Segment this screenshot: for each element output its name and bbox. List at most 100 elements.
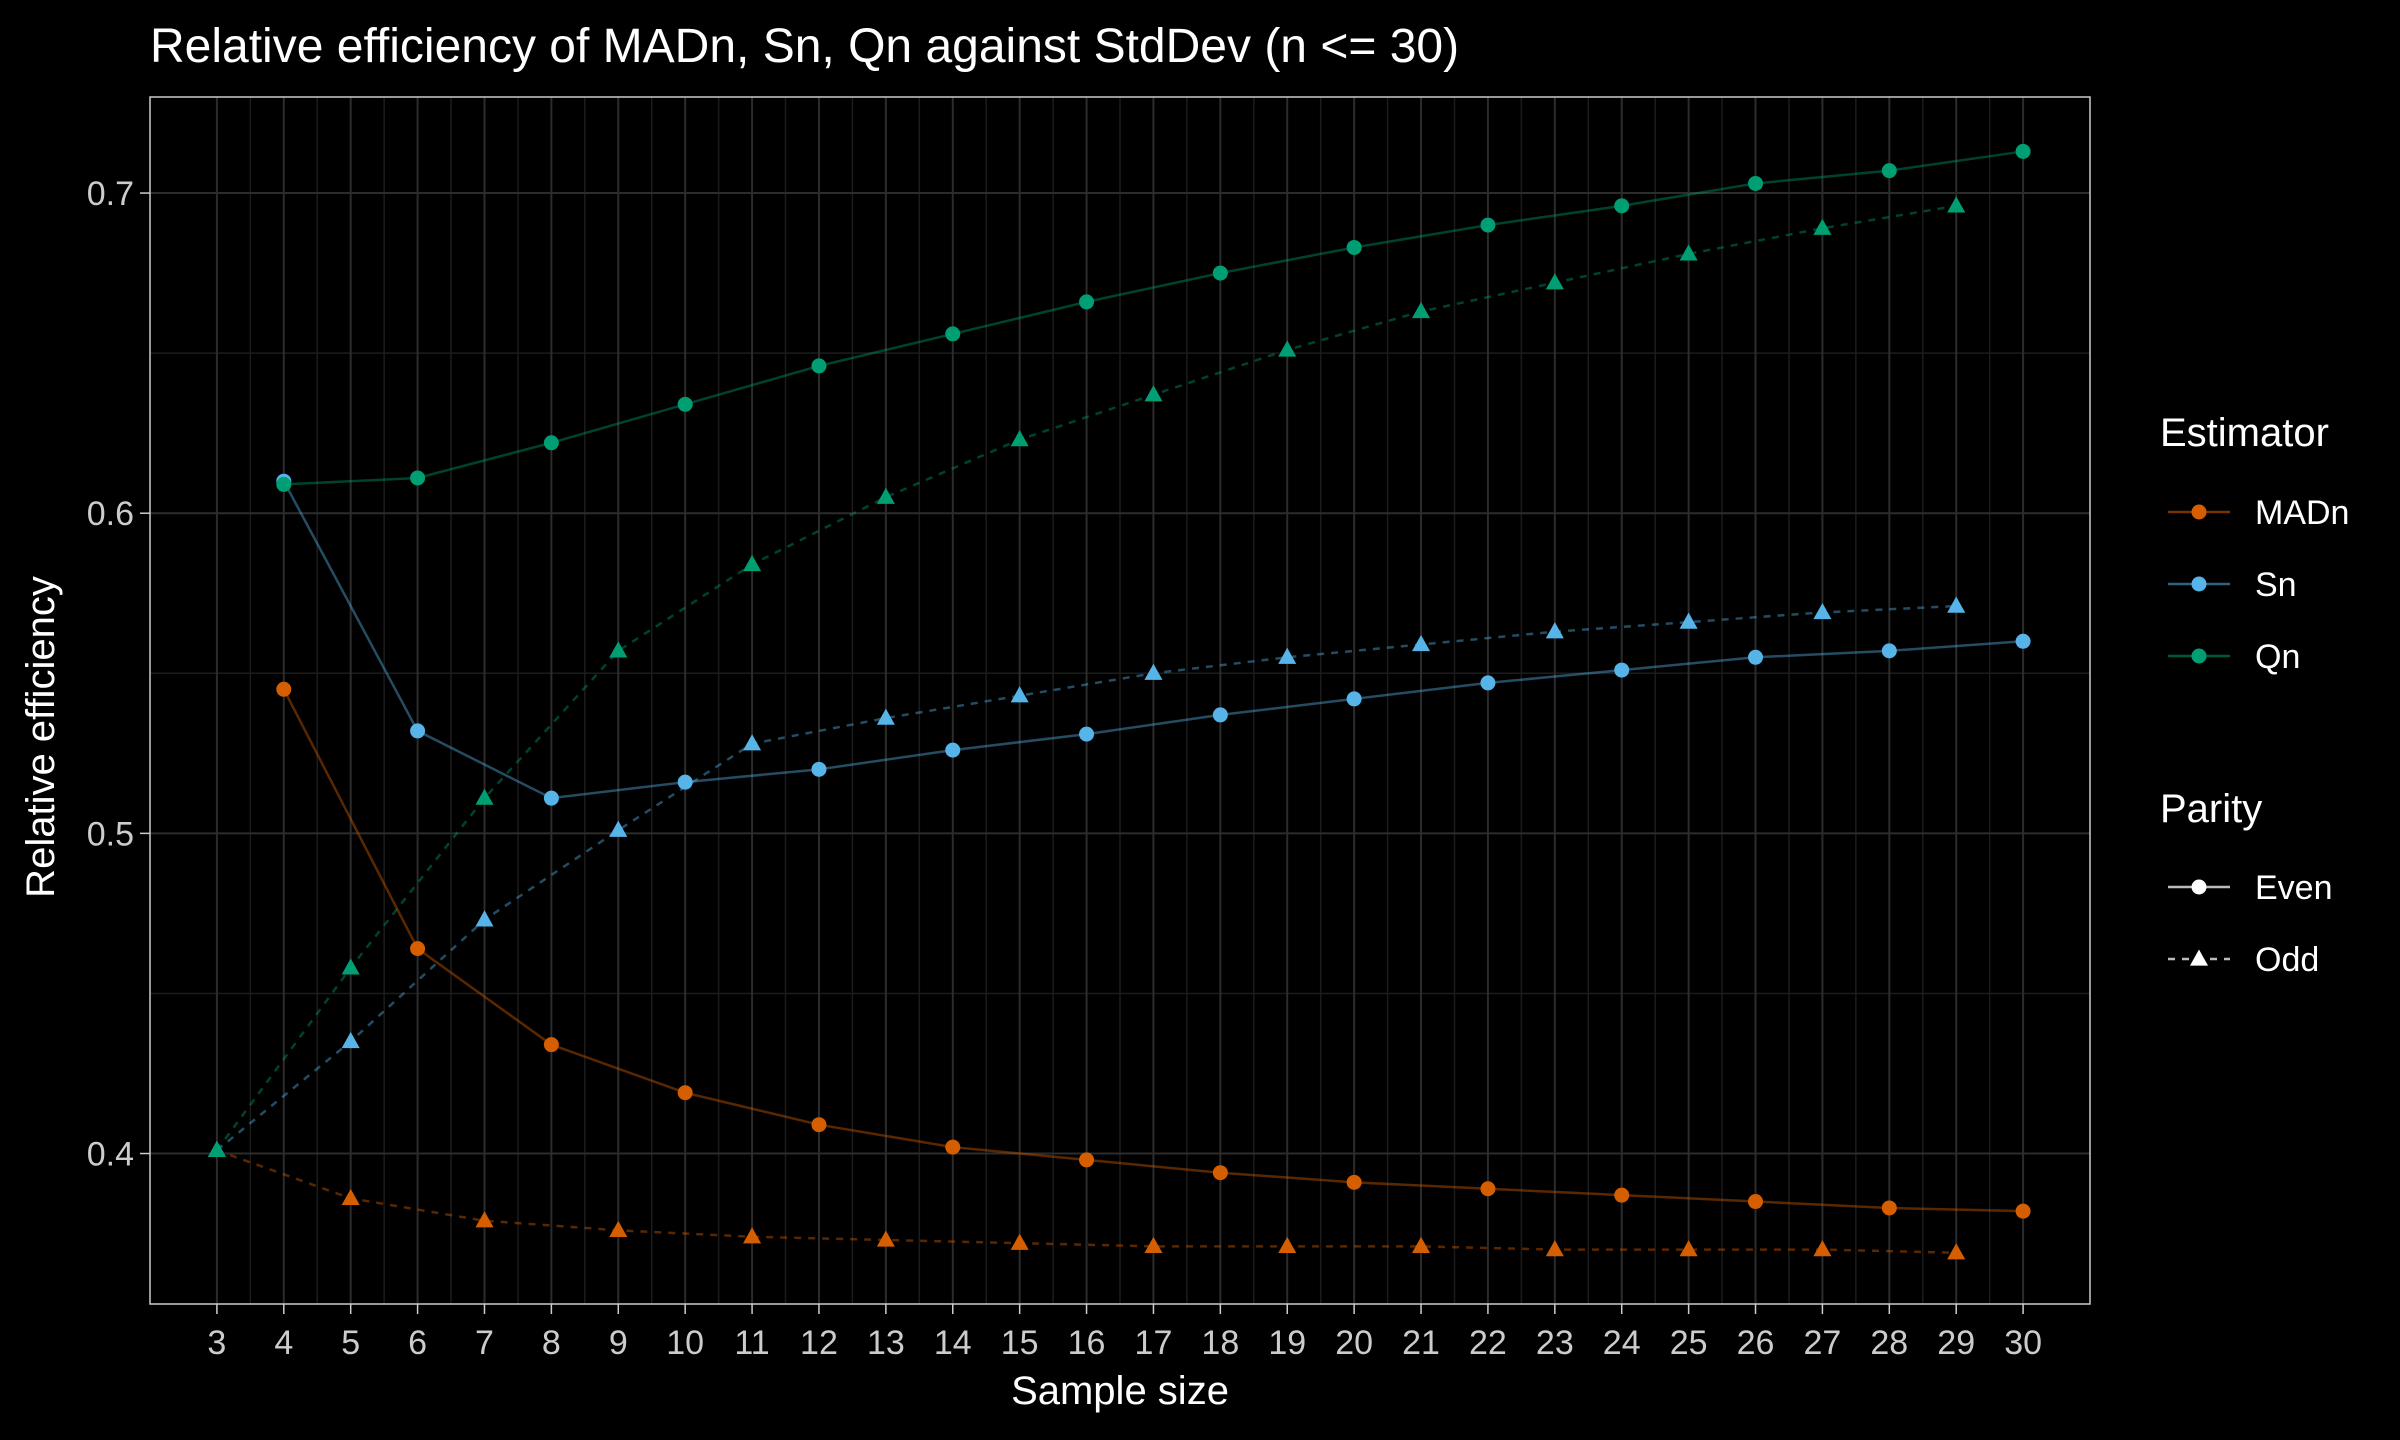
data-point-qn-odd (207, 1140, 226, 1157)
data-point-qn-even (811, 358, 827, 374)
y-tick-label: 0.7 (87, 175, 134, 213)
grid-major (150, 97, 2090, 1304)
legend-label-qn: Qn (2255, 638, 2300, 676)
data-point-sn-odd (743, 734, 762, 751)
data-point-sn-even (2015, 633, 2031, 649)
x-tick-label: 13 (867, 1324, 905, 1362)
x-tick-label: 4 (274, 1324, 293, 1362)
data-point-madn-even (1079, 1152, 1095, 1168)
data-point-qn-odd (876, 487, 895, 504)
chart-title: Relative efficiency of MADn, Sn, Qn agai… (150, 20, 1459, 73)
data-point-madn-even (1346, 1174, 1362, 1190)
data-point-qn-odd (1545, 273, 1564, 290)
x-tick-label: 19 (1268, 1324, 1306, 1362)
data-point-sn-odd (341, 1031, 360, 1049)
x-tick-label: 11 (734, 1324, 769, 1362)
data-point-qn-odd (475, 788, 494, 805)
data-point-madn-odd (609, 1220, 628, 1238)
data-point-sn-even (677, 774, 693, 790)
series-line-sn-odd (216, 604, 1957, 1152)
data-point-qn-odd (1412, 302, 1431, 319)
x-tick-label: 24 (1603, 1324, 1641, 1362)
data-point-qn-even (1881, 163, 1897, 179)
data-point-qn-even (410, 470, 426, 486)
x-tick-label: 6 (408, 1324, 427, 1362)
data-point-qn-even (1212, 265, 1228, 281)
data-point-sn-even (1212, 707, 1228, 723)
x-tick-label: 7 (475, 1324, 494, 1362)
series-line-qn-even (283, 150, 2024, 486)
plot-panel-border (149, 96, 2091, 1305)
data-point-qn-even (1748, 175, 1764, 191)
legend-key-point (2191, 648, 2207, 664)
x-tick-label: 30 (2004, 1324, 2042, 1362)
data-point-madn-even (2015, 1203, 2031, 1219)
data-point-madn-odd (1278, 1236, 1297, 1254)
y-axis-label: Relative efficiency (19, 576, 63, 898)
x-tick-label: 9 (609, 1324, 628, 1362)
legend-title-parity: Parity (2160, 787, 2262, 831)
series-line-madn-odd (216, 1149, 1957, 1255)
data-point-madn-even (677, 1085, 693, 1101)
data-point-sn-odd (475, 910, 494, 927)
data-point-sn-odd (609, 820, 628, 837)
data-point-qn-even (1346, 239, 1362, 255)
data-point-madn-odd (1545, 1240, 1564, 1257)
data-point-sn-odd (1679, 612, 1698, 629)
data-point-madn-even (1881, 1200, 1897, 1216)
data-point-qn-even (1614, 198, 1630, 214)
grid-minor (150, 97, 2090, 1304)
data-point-madn-even (945, 1139, 961, 1155)
legend-key-point (2191, 576, 2207, 592)
data-point-madn-odd (1412, 1236, 1431, 1254)
y-axis: 0.4 0.5 0.6 0.7 (87, 175, 150, 1174)
data-point-madn-odd (1144, 1236, 1163, 1254)
x-tick-label: 18 (1201, 1324, 1239, 1362)
x-tick-label: 5 (341, 1324, 360, 1362)
x-tick-label: 17 (1135, 1324, 1173, 1362)
data-point-sn-odd (1412, 634, 1431, 652)
data-point-qn-odd (1679, 244, 1698, 261)
data-point-sn-even (1881, 643, 1897, 659)
x-tick-label: 8 (542, 1324, 561, 1362)
data-point-madn-odd (1813, 1240, 1832, 1257)
data-point-madn-even (543, 1037, 559, 1053)
data-point-sn-even (543, 790, 559, 806)
data-point-sn-even (1480, 675, 1496, 691)
legend-label-sn: Sn (2255, 566, 2297, 604)
data-point-sn-odd (876, 708, 895, 725)
x-tick-label: 10 (666, 1324, 704, 1362)
data-point-qn-odd (1278, 340, 1297, 357)
legend-key-point (2191, 504, 2207, 520)
data-point-sn-odd (1010, 686, 1029, 703)
data-point-madn-even (1748, 1194, 1764, 1210)
data-point-sn-odd (1278, 647, 1297, 664)
y-tick-label: 0.6 (87, 495, 134, 533)
x-tick-label: 14 (934, 1324, 972, 1362)
data-point-qn-even (677, 396, 693, 412)
data-point-sn-even (1079, 726, 1095, 742)
data-point-madn-odd (341, 1188, 360, 1205)
series-lines (215, 150, 2024, 1255)
data-point-sn-odd (1144, 663, 1163, 680)
x-tick-label: 26 (1737, 1324, 1775, 1362)
data-point-sn-even (811, 761, 827, 777)
x-tick-label: 28 (1870, 1324, 1908, 1362)
data-point-sn-even (1346, 691, 1362, 707)
data-point-qn-even (1480, 217, 1496, 233)
data-point-qn-even (1079, 294, 1095, 310)
data-point-madn-even (1212, 1165, 1228, 1181)
data-point-qn-even (543, 435, 559, 451)
data-point-madn-even (811, 1117, 827, 1133)
legend-key-point (2189, 949, 2209, 966)
legend-label-even: Even (2255, 869, 2333, 907)
data-point-sn-even (1748, 649, 1764, 665)
data-point-madn-odd (475, 1211, 494, 1228)
data-point-qn-odd (609, 641, 628, 658)
x-tick-label: 27 (1803, 1324, 1841, 1362)
series-line-qn-odd (215, 204, 1957, 1152)
x-tick-label: 3 (207, 1324, 226, 1362)
data-point-madn-odd (1010, 1233, 1029, 1250)
data-point-sn-odd (1813, 602, 1832, 620)
